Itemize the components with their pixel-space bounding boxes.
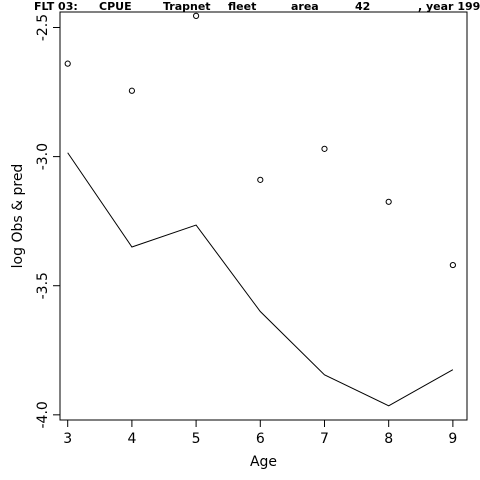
- series-group: [64, 12, 456, 407]
- x-tick-label: 9: [448, 431, 457, 447]
- x-tick-label: 3: [63, 431, 72, 447]
- observed-point: [192, 12, 200, 19]
- y-tick-label: -2.5: [35, 14, 51, 41]
- title-part: fleet: [228, 0, 256, 13]
- y-tick-label: -3.5: [35, 272, 51, 299]
- observed-point: [449, 261, 456, 269]
- y-axis-label: log Obs & pred: [10, 164, 26, 269]
- x-tick-label: 8: [384, 431, 393, 447]
- title-part: 42: [355, 0, 370, 13]
- x-axis-label: Age: [250, 454, 277, 470]
- plot-frame: [59, 11, 468, 421]
- observed-point: [64, 60, 71, 67]
- predicted-line: [67, 152, 454, 407]
- observed-point: [257, 176, 264, 183]
- title-part: , year 1996: [418, 0, 480, 13]
- observed-point: [321, 145, 328, 152]
- x-tick-label: 6: [256, 431, 265, 447]
- x-axis: 3 4 5 6 7 8 9: [63, 420, 457, 447]
- x-tick-label: 5: [192, 431, 201, 447]
- title-part: area: [291, 0, 319, 13]
- y-tick-label: -4.0: [35, 401, 51, 428]
- y-tick-label: -3.0: [35, 143, 51, 170]
- x-tick-label: 4: [127, 431, 136, 447]
- title-part: Trapnet: [163, 0, 211, 13]
- title-part: CPUE: [99, 0, 132, 13]
- observed-point: [128, 87, 135, 94]
- observed-point: [385, 198, 392, 205]
- x-tick-label: 7: [320, 431, 329, 447]
- y-axis: -4.0 -3.5 -3.0 -2.5: [35, 14, 60, 428]
- title-part: FLT 03:: [34, 0, 78, 13]
- chart-title: FLT 03: CPUE Trapnet fleet area 42 , year 1996: [34, 0, 480, 13]
